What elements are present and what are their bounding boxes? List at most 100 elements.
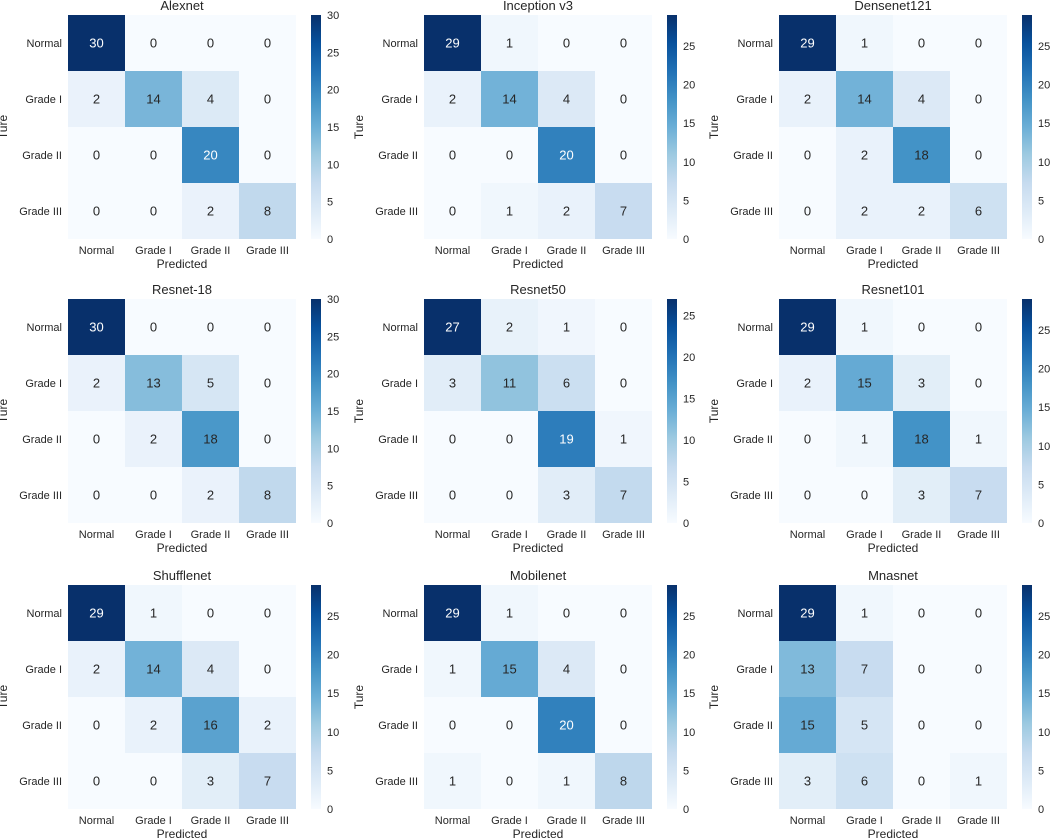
colorbar (667, 585, 677, 809)
x-tick-label: Grade III (957, 245, 1000, 257)
heatmap-cell (950, 411, 1007, 467)
cell-value-label: 29 (800, 606, 814, 621)
heatmap-cell (950, 355, 1007, 411)
heatmap-cell (125, 127, 182, 183)
heatmap-cell (836, 585, 893, 641)
heatmap-cell (182, 753, 239, 809)
heatmap-cell (595, 753, 652, 809)
x-tick-label: Normal (79, 529, 114, 541)
heatmap-cell (595, 355, 652, 411)
colorbar-tick-label: 20 (1038, 650, 1050, 662)
cell-value-label: 1 (506, 204, 513, 219)
heatmap-cell (893, 411, 950, 467)
heatmap-cell (595, 299, 652, 355)
x-tick-label: Grade III (957, 529, 1000, 541)
colorbar-tick-label: 15 (683, 688, 695, 700)
cell-value-label: 0 (150, 204, 157, 219)
heatmap-cell (893, 15, 950, 71)
heatmap-cell (424, 299, 481, 355)
colorbar-tick-label: 5 (1038, 479, 1044, 491)
x-tick-label: Grade III (957, 815, 1000, 827)
heatmap-cell (125, 411, 182, 467)
y-axis-label: Ture (352, 685, 366, 710)
cell-value-label: 6 (563, 376, 570, 391)
cell-value-label: 30 (89, 320, 103, 335)
cell-value-label: 1 (861, 36, 868, 51)
heatmap-cell (779, 585, 836, 641)
panel-title: Alexnet (160, 0, 204, 13)
x-tick-label: Grade II (547, 245, 587, 257)
cell-value-label: 7 (264, 774, 271, 789)
heatmap-cell (538, 127, 595, 183)
colorbar-tick-label: 0 (327, 234, 333, 246)
heatmap-cell (595, 641, 652, 697)
cell-value-label: 0 (918, 774, 925, 789)
cell-value-label: 18 (914, 148, 928, 163)
x-tick-label: Normal (79, 815, 114, 827)
panel-title: Densenet121 (854, 0, 931, 13)
panel-title: Resnet-18 (152, 282, 212, 297)
cell-value-label: 18 (914, 432, 928, 447)
colorbar-tick-label: 0 (683, 234, 689, 246)
heatmap-cell (182, 299, 239, 355)
colorbar-tick-label: 0 (1038, 804, 1044, 816)
cell-value-label: 14 (146, 92, 160, 107)
heatmap-cell (779, 183, 836, 239)
colorbar (1022, 299, 1032, 523)
x-tick-label: Grade III (246, 529, 289, 541)
x-tick-label: Grade III (602, 815, 645, 827)
heatmap-cell (239, 641, 296, 697)
colorbar-tick-label: 15 (327, 688, 339, 700)
cell-value-label: 0 (150, 774, 157, 789)
cell-value-label: 0 (620, 606, 627, 621)
heatmap-cell (68, 641, 125, 697)
heatmap-cell (595, 71, 652, 127)
cell-value-label: 1 (861, 432, 868, 447)
heatmap-cell (125, 753, 182, 809)
y-tick-label: Grade III (730, 776, 773, 788)
colorbar (311, 15, 321, 239)
cell-value-label: 2 (207, 488, 214, 503)
x-axis-label: Predicted (157, 541, 208, 555)
x-tick-label: Grade I (135, 529, 172, 541)
heatmap-cell (950, 697, 1007, 753)
heatmap-cell (836, 641, 893, 697)
y-tick-label: Grade II (378, 720, 418, 732)
cell-value-label: 0 (93, 148, 100, 163)
x-tick-label: Grade I (135, 245, 172, 257)
heatmap-cell (836, 467, 893, 523)
cell-value-label: 1 (620, 432, 627, 447)
heatmap-cell (481, 585, 538, 641)
heatmap-cell (182, 355, 239, 411)
colorbar (667, 299, 677, 523)
heatmap-cell (239, 15, 296, 71)
cell-value-label: 1 (449, 774, 456, 789)
heatmap-cell (239, 355, 296, 411)
cell-value-label: 0 (449, 148, 456, 163)
cell-value-label: 7 (861, 662, 868, 677)
y-axis-label: Ture (352, 399, 366, 424)
heatmap-cell (595, 697, 652, 753)
heatmap-cell (68, 15, 125, 71)
colorbar-tick-label: 0 (327, 518, 333, 530)
heatmap-cell (424, 411, 481, 467)
cell-value-label: 0 (620, 662, 627, 677)
cell-value-label: 1 (861, 606, 868, 621)
colorbar-tick-label: 15 (327, 406, 339, 418)
y-tick-label: Grade III (19, 490, 62, 502)
y-tick-label: Normal (27, 38, 62, 50)
heatmap-cell (182, 641, 239, 697)
y-axis-label: Ture (0, 399, 10, 424)
heatmap-cell (779, 299, 836, 355)
cell-value-label: 15 (502, 662, 516, 677)
heatmap-cell (182, 585, 239, 641)
cell-value-label: 7 (620, 204, 627, 219)
colorbar (1022, 585, 1032, 809)
heatmap-cell (424, 71, 481, 127)
x-tick-label: Grade II (191, 529, 231, 541)
colorbar-tick-label: 5 (683, 477, 689, 489)
cell-value-label: 14 (857, 92, 871, 107)
heatmap-cell (836, 183, 893, 239)
heatmap-cell (68, 467, 125, 523)
